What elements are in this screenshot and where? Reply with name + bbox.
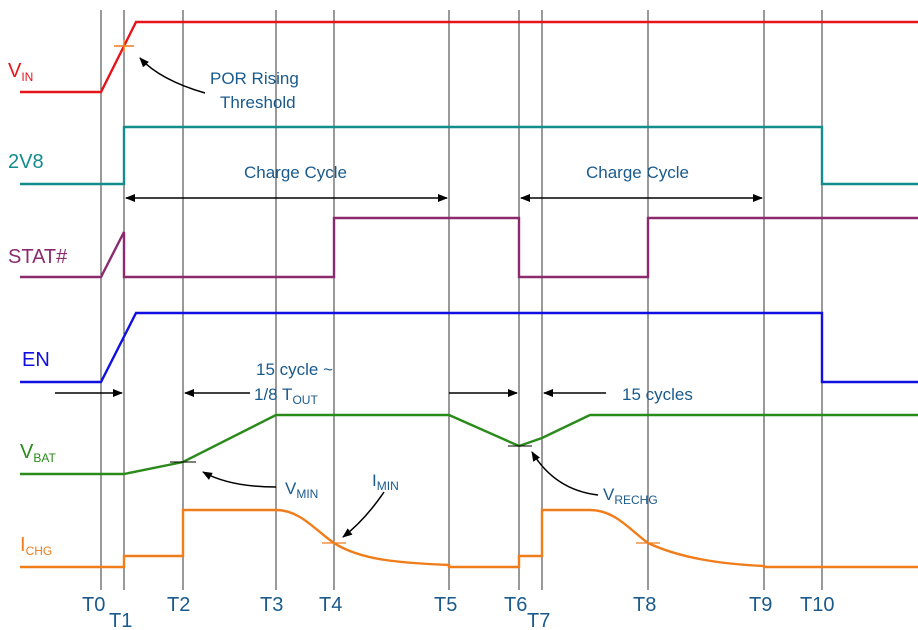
time-labels: T0 T1 T2 T3 T4 T5 T6 T7 T8 T9 T10 <box>82 594 834 630</box>
por-annotation-line1: POR Rising <box>210 69 299 88</box>
time-label-t6: T6 <box>504 594 527 616</box>
charge-cycle-1-label: Charge Cycle <box>244 163 347 182</box>
time-label-t2: T2 <box>167 594 190 616</box>
signal-labels: VIN 2V8 STAT# EN VBAT ICHG <box>8 60 68 558</box>
signal-label-vin: VIN <box>8 60 33 84</box>
signal-label-stat: STAT# <box>8 246 68 268</box>
annotations: POR Rising Threshold Charge Cycle Charge… <box>210 69 693 507</box>
por-pointer-arrow <box>139 57 206 94</box>
charge-cycle-2-label: Charge Cycle <box>586 163 689 182</box>
vbat-trace <box>20 413 918 476</box>
time-grid <box>100 10 823 590</box>
en-trace <box>20 311 918 384</box>
vin-trace <box>20 20 918 94</box>
time-label-t5: T5 <box>434 594 457 616</box>
cycles-15-label: 15 cycles <box>622 385 693 404</box>
time-label-t0: T0 <box>82 594 105 616</box>
time-label-t4: T4 <box>319 594 342 616</box>
time-label-t3: T3 <box>260 594 283 616</box>
vrechg-label: VRECHG <box>603 485 658 507</box>
signal-label-en: EN <box>22 349 50 371</box>
vmin-pointer-arrow <box>202 471 277 488</box>
time-label-t7: T7 <box>527 610 550 630</box>
stat-trace <box>20 216 918 279</box>
time-label-t9: T9 <box>749 594 772 616</box>
time-label-t10: T10 <box>800 594 834 616</box>
vrechg-pointer-arrow <box>531 451 599 496</box>
vmin-label: VMIN <box>285 479 318 501</box>
time-label-t1: T1 <box>109 610 132 630</box>
time-label-t8: T8 <box>633 594 656 616</box>
signal-label-vbat: VBAT <box>20 441 56 465</box>
2v8-trace <box>20 125 918 186</box>
por-annotation-line2: Threshold <box>220 93 296 112</box>
imin-pointer-arrow <box>342 491 385 538</box>
signal-label-2v8: 2V8 <box>8 151 44 173</box>
cycle-annotation-line2: 1/8 TOUT <box>254 385 318 407</box>
imin-label: IMIN <box>372 471 399 493</box>
signal-label-ichg: ICHG <box>20 534 52 558</box>
ichg-trace <box>20 508 918 569</box>
cycle-annotation-line1: 15 cycle ~ <box>256 360 333 379</box>
